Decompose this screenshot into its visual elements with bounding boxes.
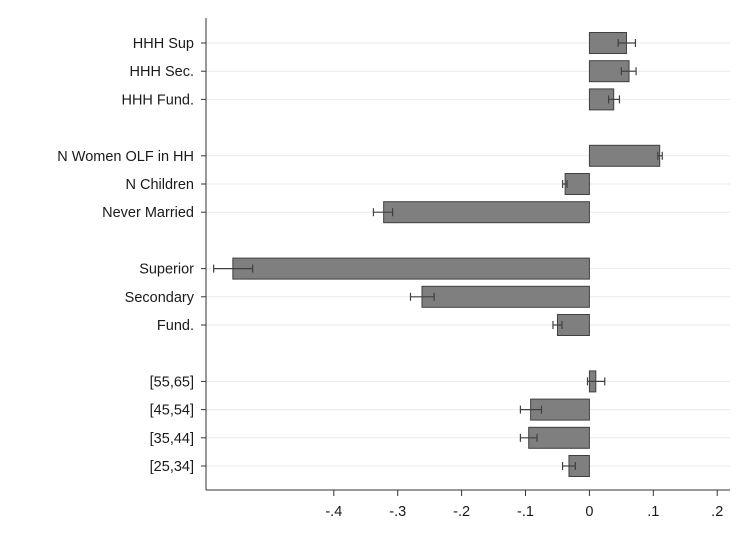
error-bar [372,208,394,217]
bar-n-women-olf-in-hh [588,144,661,167]
category-label: HHH Sec. [130,64,194,80]
x-tick-label: -.3 [389,504,406,520]
error-bar [561,180,568,188]
error-bar [519,433,538,442]
x-tick-label: -.2 [453,504,470,520]
x-tick-label: -.4 [325,504,342,520]
x-tick-label: -.1 [517,504,534,520]
category-label: Never Married [102,205,194,221]
error-bar [552,321,563,329]
error-bar [586,377,606,386]
category-label: Fund. [157,318,194,334]
error-bar [607,95,621,104]
category-label: [55,65] [150,374,194,390]
category-label: HHH Fund. [121,92,194,108]
x-tick-label: 0 [585,504,593,520]
error-bar [519,405,543,414]
category-label: N Women OLF in HH [57,149,194,165]
error-bars [213,39,663,470]
x-tick-label: .1 [647,504,659,520]
bar-secondary [421,285,590,308]
bar-superior [232,257,590,280]
category-label: HHH Sup [133,36,194,52]
category-label: Secondary [125,290,195,306]
error-bar [657,151,663,160]
category-label: Superior [139,262,194,278]
error-bar [561,462,576,470]
bar-35-44 [528,426,590,449]
x-tick-label: .2 [711,504,723,520]
x-axis-ticks: -.4 -.3 -.2 -.1 0 .1 .2 [201,42,723,520]
category-labels: HHH Sup HHH Sec. HHH Fund. N Women OLF in H… [57,36,194,475]
bar-never-married [383,201,590,224]
grid [206,42,730,467]
category-label: [25,34] [150,459,194,475]
error-bar [213,264,254,273]
axes [205,18,730,491]
error-bar [617,39,637,47]
bar-n-children [564,173,590,195]
error-bar [409,292,435,301]
category-label: [35,44] [150,431,194,447]
bars [232,32,661,477]
category-label: [45,54] [150,403,194,419]
error-bar [620,67,637,76]
category-label: N Children [126,177,195,193]
